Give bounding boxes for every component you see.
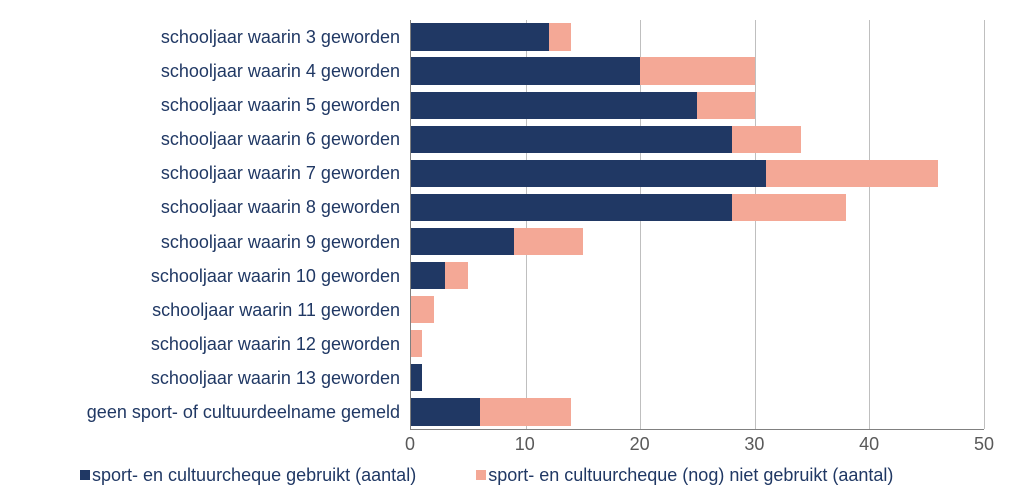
bar-segment-used — [411, 398, 480, 425]
bar-segment-used — [411, 228, 514, 255]
bar-row — [411, 88, 984, 122]
stacked-bar — [411, 330, 422, 357]
bar-segment-not-used — [697, 92, 754, 119]
bar-row — [411, 327, 984, 361]
bars-column — [410, 20, 984, 430]
x-tick-label: 40 — [859, 434, 879, 455]
legend-label-used: sport- en cultuurcheque gebruikt (aantal… — [92, 465, 416, 486]
bar-segment-not-used — [514, 228, 583, 255]
bar-row — [411, 122, 984, 156]
bar-segment-not-used — [411, 330, 422, 357]
bar-segment-used — [411, 23, 549, 50]
bar-segment-not-used — [732, 194, 847, 221]
legend-label-not-used: sport- en cultuurcheque (nog) niet gebru… — [488, 465, 893, 486]
legend-item-not-used: sport- en cultuurcheque (nog) niet gebru… — [476, 465, 893, 486]
bar-segment-not-used — [766, 160, 938, 187]
category-label: schooljaar waarin 12 geworden — [10, 328, 410, 362]
x-tick-label: 50 — [974, 434, 994, 455]
bar-segment-not-used — [732, 126, 801, 153]
x-axis-ticks: 01020304050 — [410, 430, 984, 460]
stacked-bar — [411, 160, 938, 187]
bar-row — [411, 20, 984, 54]
category-label: schooljaar waarin 8 geworden — [10, 191, 410, 225]
bar-row — [411, 395, 984, 429]
x-tick-label: 20 — [630, 434, 650, 455]
stacked-bar — [411, 194, 846, 221]
category-labels-column: schooljaar waarin 3 gewordenschooljaar w… — [10, 20, 410, 430]
x-axis: 01020304050 — [10, 430, 984, 460]
category-label: schooljaar waarin 11 geworden — [10, 293, 410, 327]
bar-segment-not-used — [549, 23, 572, 50]
x-tick-label: 10 — [515, 434, 535, 455]
category-label: geen sport- of cultuurdeelname gemeld — [10, 396, 410, 430]
bar-segment-used — [411, 194, 732, 221]
stacked-bar — [411, 126, 801, 153]
bar-row — [411, 156, 984, 190]
bar-segment-not-used — [411, 296, 434, 323]
stacked-bar — [411, 262, 468, 289]
bar-segment-used — [411, 92, 697, 119]
bars-stack — [411, 20, 984, 429]
bar-row — [411, 190, 984, 224]
bar-row — [411, 293, 984, 327]
category-label: schooljaar waarin 6 geworden — [10, 123, 410, 157]
stacked-bar — [411, 398, 571, 425]
chart-container: schooljaar waarin 3 gewordenschooljaar w… — [0, 0, 1024, 503]
legend-swatch-used — [80, 470, 90, 480]
category-label: schooljaar waarin 10 geworden — [10, 259, 410, 293]
bar-segment-not-used — [640, 57, 755, 84]
x-tick-label: 0 — [405, 434, 415, 455]
category-label: schooljaar waarin 9 geworden — [10, 225, 410, 259]
category-label: schooljaar waarin 3 geworden — [10, 20, 410, 54]
legend: sport- en cultuurcheque gebruikt (aantal… — [10, 460, 984, 490]
x-tick-label: 30 — [744, 434, 764, 455]
stacked-bar — [411, 23, 571, 50]
plot-area: schooljaar waarin 3 gewordenschooljaar w… — [10, 20, 984, 430]
bar-row — [411, 259, 984, 293]
legend-item-used: sport- en cultuurcheque gebruikt (aantal… — [80, 465, 416, 486]
stacked-bar — [411, 57, 755, 84]
stacked-bar — [411, 92, 755, 119]
bar-segment-used — [411, 126, 732, 153]
category-label: schooljaar waarin 4 geworden — [10, 54, 410, 88]
stacked-bar — [411, 364, 422, 391]
bar-segment-used — [411, 262, 445, 289]
bar-segment-not-used — [445, 262, 468, 289]
gridline — [984, 20, 985, 429]
category-label: schooljaar waarin 7 geworden — [10, 157, 410, 191]
bar-segment-used — [411, 57, 640, 84]
category-label: schooljaar waarin 5 geworden — [10, 88, 410, 122]
bar-row — [411, 54, 984, 88]
bar-segment-used — [411, 160, 766, 187]
stacked-bar — [411, 296, 434, 323]
stacked-bar — [411, 228, 583, 255]
bar-row — [411, 224, 984, 258]
category-label: schooljaar waarin 13 geworden — [10, 362, 410, 396]
legend-swatch-not-used — [476, 470, 486, 480]
bar-segment-not-used — [480, 398, 572, 425]
bar-row — [411, 361, 984, 395]
bar-segment-used — [411, 364, 422, 391]
